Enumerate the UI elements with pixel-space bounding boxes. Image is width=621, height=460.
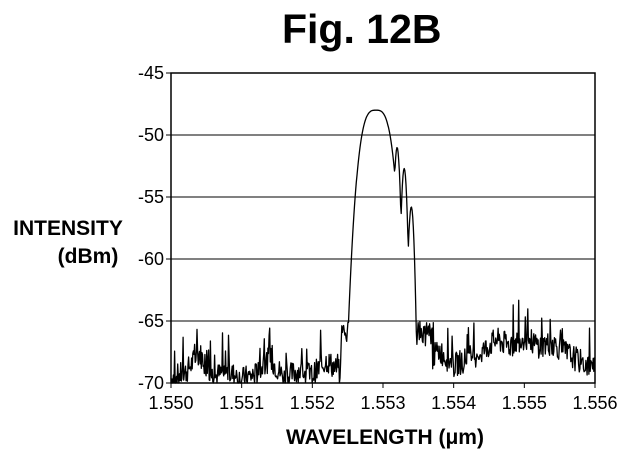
x-tick-label: 1.554 — [431, 393, 476, 413]
x-tick-label: 1.556 — [572, 393, 617, 413]
figure-title: Fig. 12B — [282, 6, 442, 52]
x-tick-label: 1.553 — [360, 393, 405, 413]
y-tick-label: -50 — [138, 125, 164, 145]
x-tick-label: 1.552 — [290, 393, 335, 413]
plot-frame — [170, 72, 596, 384]
y-axis-label-line1: INTENSITY — [13, 217, 123, 240]
x-tick-label: 1.551 — [219, 393, 264, 413]
x-tick-labels: 1.550 1.551 1.552 1.553 1.554 1.555 1.556 — [148, 393, 617, 413]
y-tick-label: -70 — [138, 373, 164, 393]
spectrum-line — [170, 109, 596, 384]
y-tick-label: -55 — [138, 187, 164, 207]
y-tick-label: -65 — [138, 311, 164, 331]
y-axis-label-line2: (dBm) — [58, 245, 119, 268]
x-axis-label: WAVELENGTH (μm) — [286, 426, 484, 449]
x-tick-label: 1.550 — [148, 393, 193, 413]
y-tick-labels: -45 -50 -55 -60 -65 -70 — [138, 63, 164, 393]
y-tick-label: -60 — [138, 249, 164, 269]
x-tick-label: 1.555 — [502, 393, 547, 413]
y-tick-label: -45 — [138, 63, 164, 83]
